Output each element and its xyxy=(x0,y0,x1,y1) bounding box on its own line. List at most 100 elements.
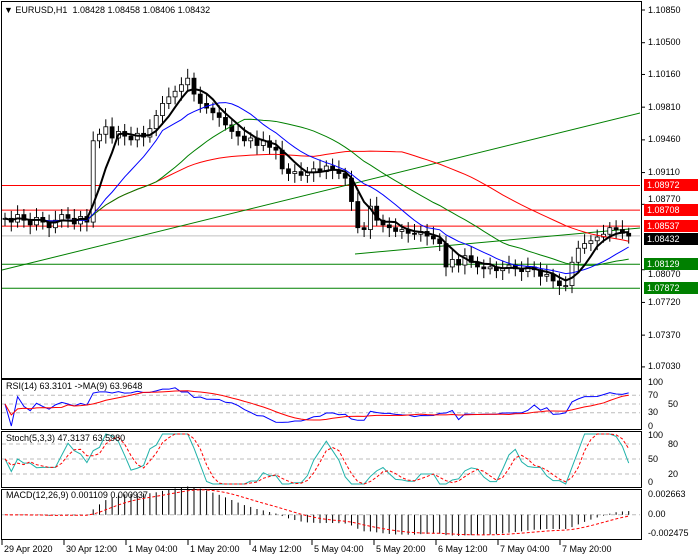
stoch-tick-label: 0 xyxy=(648,477,654,487)
candle-body xyxy=(103,126,109,135)
candle-body xyxy=(153,115,159,130)
close-value: 1.08432 xyxy=(177,5,211,15)
price-tick-label: 1.10500 xyxy=(648,37,681,48)
rsi-tick-label: 0 xyxy=(648,420,654,431)
level-price-tag: 1.08432 xyxy=(644,233,698,246)
candle-body xyxy=(582,243,587,249)
moving-average-5 xyxy=(4,88,629,282)
candle-body xyxy=(613,227,619,230)
candle-body xyxy=(229,124,235,132)
time-tick-label: 4 May 12:00 xyxy=(252,544,302,554)
candle-body xyxy=(191,77,197,95)
level-price-tag: 1.08537 xyxy=(644,220,698,233)
macd-tick-label: 0.002663 xyxy=(648,489,686,499)
candle-body xyxy=(197,93,203,104)
moving-average-50 xyxy=(4,150,629,242)
time-tick-label: 5 May 20:00 xyxy=(376,544,426,554)
candle-body xyxy=(393,227,399,232)
rsi-tick-label: 30 xyxy=(648,407,659,418)
candle-body xyxy=(563,285,569,288)
chart-header: ▼ EURUSD,H1 1.08428 1.08458 1.08406 1.08… xyxy=(4,5,210,16)
candle-body xyxy=(569,261,575,287)
candle-body xyxy=(65,214,71,219)
candle-body xyxy=(97,133,102,142)
price-tick-label: 1.08070 xyxy=(648,269,681,280)
level-price-tag: 1.08708 xyxy=(644,204,698,217)
candle-body xyxy=(34,217,39,226)
candle-body xyxy=(21,214,27,221)
candle-body xyxy=(575,247,581,263)
macd-label: MACD(12,26,9) 0.001109 0.000937 xyxy=(6,490,148,500)
candle-body xyxy=(178,84,184,92)
candle-body xyxy=(166,96,172,104)
stoch-tick-label: 50 xyxy=(648,453,659,464)
candle-body xyxy=(487,266,493,270)
time-tick-label: 7 May 20:00 xyxy=(562,544,612,554)
candle-body xyxy=(53,219,58,229)
candle-body xyxy=(273,146,279,151)
pane-frame-0 xyxy=(1,1,642,379)
candle-body xyxy=(456,259,462,266)
candle-body xyxy=(241,135,247,142)
time-tick-label: 6 May 12:00 xyxy=(438,544,488,554)
pane-frame-2 xyxy=(1,431,642,488)
stoch-label: Stoch(5,3,3) 47.3137 63.5980 xyxy=(6,433,126,443)
price-tick-label: 1.10850 xyxy=(648,4,681,15)
candle-body xyxy=(172,90,178,98)
candle-body xyxy=(588,240,594,244)
price-tick-label: 1.07030 xyxy=(648,361,681,372)
candle-body xyxy=(449,259,455,268)
candle-body xyxy=(443,243,449,268)
moving-average-25 xyxy=(4,118,629,266)
symbol-label: EURUSD,H1 xyxy=(15,5,68,15)
candle-body xyxy=(367,205,373,230)
price-tick-label: 1.09110 xyxy=(648,167,680,178)
candle-body xyxy=(286,168,291,174)
moving-average-12 xyxy=(4,102,629,275)
candle-body xyxy=(210,107,216,114)
candle-body xyxy=(223,117,228,126)
price-tick-label: 1.07720 xyxy=(648,296,681,307)
candle-body xyxy=(557,280,562,287)
trendline-green-2 xyxy=(354,227,641,255)
price-tick-label: 1.08770 xyxy=(648,193,681,204)
time-tick-label: 5 May 04:00 xyxy=(314,544,364,554)
candle-body xyxy=(109,126,115,139)
stoch-main-line xyxy=(4,433,630,485)
price-tick-label: 1.10160 xyxy=(648,68,681,79)
low-value: 1.08406 xyxy=(142,5,176,15)
candle-body xyxy=(626,232,632,237)
high-value: 1.08458 xyxy=(107,5,141,15)
price-tick-label: 1.09460 xyxy=(648,134,681,145)
stoch-tick-label: 100 xyxy=(648,430,664,440)
rsi-tick-label: 70 xyxy=(648,389,659,400)
price-tick-label: 1.07370 xyxy=(648,329,681,340)
time-tick-label: 1 May 04:00 xyxy=(128,544,178,554)
candle-body xyxy=(185,77,191,86)
candle-body xyxy=(342,173,348,179)
candle-body xyxy=(430,235,436,240)
open-value: 1.08428 xyxy=(72,5,105,15)
candle-body xyxy=(128,135,134,141)
candle-body xyxy=(399,229,405,232)
candle-body xyxy=(292,171,298,174)
rsi-label: RSI(14) 63.3101 ->MA(9) 63.9648 xyxy=(6,381,143,391)
time-tick-label: 30 Apr 12:00 xyxy=(66,544,118,554)
rsi-tick-label: 50 xyxy=(668,398,679,409)
dropdown-triangle-icon[interactable]: ▼ xyxy=(4,5,16,15)
candle-body xyxy=(386,224,392,229)
price-tick-label: 1.09810 xyxy=(648,101,681,112)
candle-body xyxy=(481,266,487,270)
candle-body xyxy=(216,112,222,118)
candle-body xyxy=(59,214,65,221)
candle-body xyxy=(298,171,304,176)
candle-body xyxy=(437,238,443,244)
pane-frame-1 xyxy=(1,379,642,430)
macd-tick-label: 0.00 xyxy=(648,509,666,520)
time-tick-label: 7 May 04:00 xyxy=(500,544,550,554)
candle-body xyxy=(544,274,550,277)
level-price-tag: 1.08972 xyxy=(644,179,698,192)
candle-body xyxy=(361,227,367,230)
